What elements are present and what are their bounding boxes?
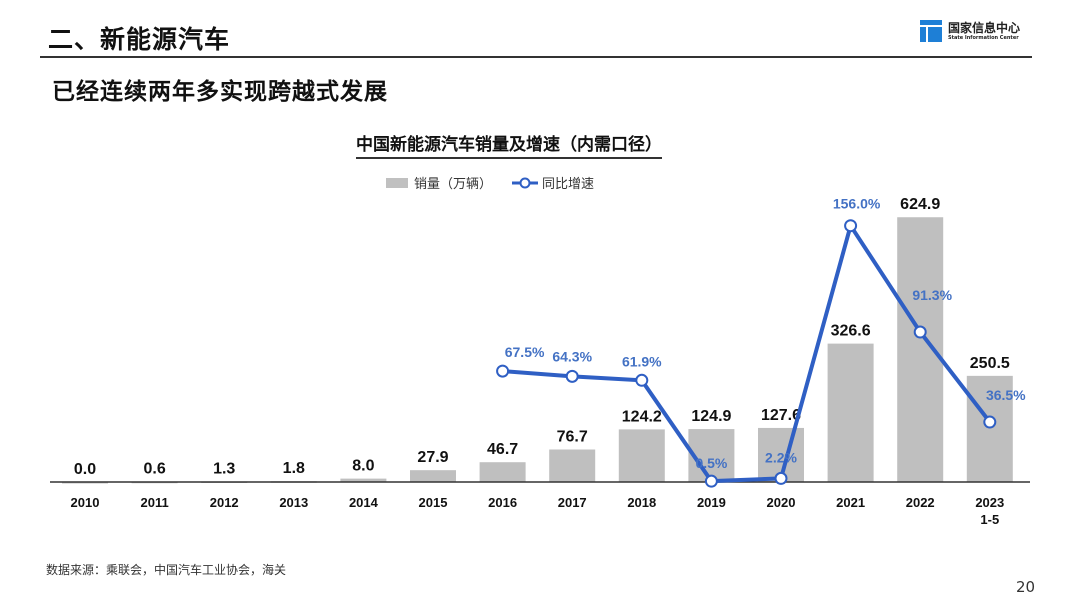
logo-name-cn: 国家信息中心	[948, 20, 1021, 35]
legend-bar-label: 销量（万辆）	[414, 177, 493, 192]
bar-value-label: 46.7	[487, 441, 518, 458]
x-tick-label: 2011	[140, 495, 168, 510]
bar-2023	[966, 375, 1013, 482]
growth-point	[496, 364, 510, 378]
logo-name-en: State Information Center	[948, 34, 1019, 41]
growth-value-label: 67.5%	[505, 344, 545, 360]
growth-value-label: 64.3%	[552, 348, 592, 364]
bar-2016	[479, 462, 526, 482]
x-tick-label: 2021	[836, 495, 865, 510]
growth-value-label: 0.5%	[695, 455, 727, 471]
x-tick-label: 2017	[558, 495, 587, 510]
x-tick-label: 2018	[627, 495, 656, 510]
x-tick-label: 2022	[906, 495, 935, 510]
logo: 国家信息中心 State Information Center	[920, 20, 1020, 42]
growth-point	[844, 219, 858, 233]
bar-value-label: 0.0	[74, 461, 96, 478]
x-tick-label: 2014	[349, 495, 379, 510]
x-tick-label: 2016	[488, 495, 517, 510]
page-number: 20	[1016, 578, 1036, 596]
growth-point	[635, 373, 649, 387]
bar-value-label: 0.6	[143, 461, 165, 478]
bar-value-label: 8.0	[352, 458, 374, 475]
legend-line-swatch	[512, 177, 539, 188]
bar-value-label: 76.7	[557, 429, 588, 446]
growth-value-label: 36.5%	[986, 387, 1026, 403]
bar-2018	[618, 429, 665, 482]
growth-value-label: 156.0%	[833, 196, 881, 212]
growth-value-label: 2.2%	[765, 449, 797, 465]
bar-value-label: 250.5	[970, 355, 1010, 372]
x-tick-label: 2020	[767, 495, 796, 510]
x-tick-label: 2023	[975, 495, 1004, 510]
bar-value-label: 124.9	[691, 408, 731, 425]
bar-value-label: 624.9	[900, 196, 940, 213]
bar-value-label: 1.8	[283, 460, 305, 477]
header-rule	[40, 56, 1032, 58]
bar-value-label: 127.6	[761, 407, 801, 424]
bar-value-label: 27.9	[417, 449, 448, 466]
x-tick-label: 2012	[210, 495, 239, 510]
growth-point	[565, 369, 579, 383]
x-tick-label: 2019	[697, 495, 726, 510]
x-tick-label: 2013	[279, 495, 308, 510]
growth-point	[913, 325, 927, 339]
bar-value-label: 124.2	[622, 408, 662, 425]
data-source: 数据来源：乘联会，中国汽车工业协会，海关	[46, 563, 287, 577]
x-tick-label: 1-5	[980, 512, 999, 527]
growth-point	[774, 471, 788, 485]
bar-2015	[410, 470, 456, 482]
growth-value-label: 91.3%	[912, 287, 952, 303]
legend-bar-swatch	[386, 177, 408, 188]
x-tick-label: 2010	[71, 495, 100, 510]
legend: 销量（万辆） 同比增速	[386, 173, 594, 192]
bar-2014	[340, 478, 387, 482]
section-title: 二、新能源汽车	[48, 25, 231, 54]
legend-line-label: 同比增速	[542, 177, 595, 192]
growth-point	[983, 415, 997, 429]
chart-title: 中国新能源汽车销量及增速（内需口径）	[356, 130, 662, 159]
bar-value-label: 1.3	[213, 460, 235, 477]
growth-point	[704, 474, 718, 488]
slide-subtitle: 已经连续两年多实现跨越式发展	[52, 79, 388, 105]
x-tick-label: 2015	[419, 495, 448, 510]
growth-value-label: 61.9%	[622, 353, 662, 369]
growth-line	[502, 223, 992, 484]
bar-value-label: 326.6	[831, 323, 871, 340]
bar-2021	[827, 343, 874, 482]
bar-2017	[549, 449, 596, 482]
logo-mark-icon	[920, 20, 942, 42]
